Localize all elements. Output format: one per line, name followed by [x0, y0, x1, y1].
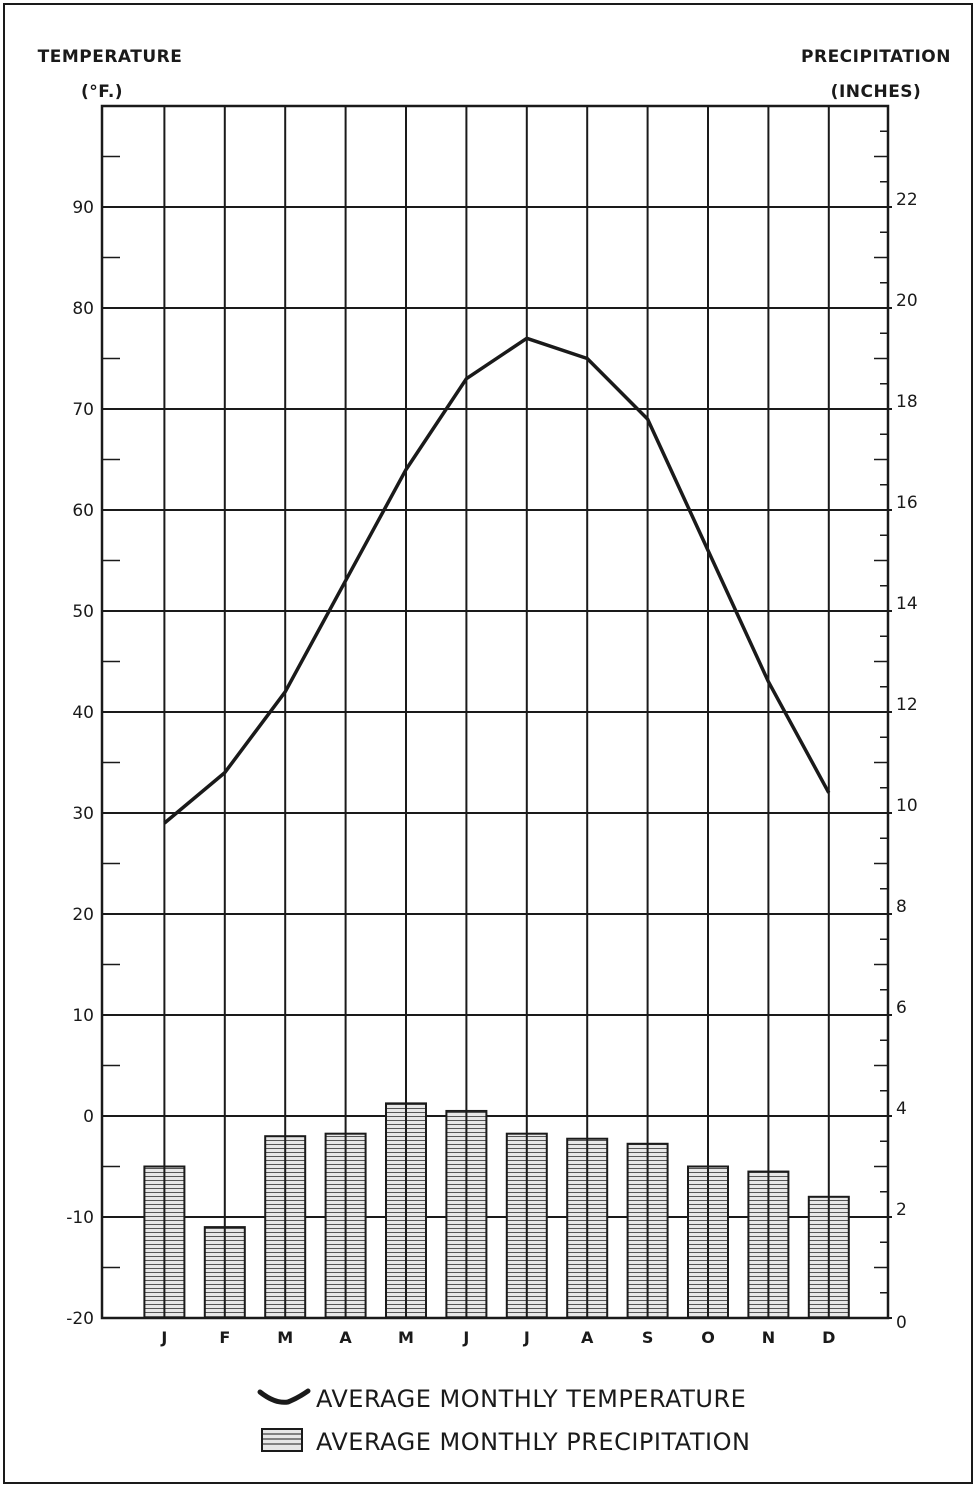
month-label: J	[523, 1328, 530, 1347]
left-tick-label: 30	[72, 804, 94, 824]
right-tick-label: 20	[896, 291, 918, 311]
precipitation-bars	[143, 1102, 850, 1320]
month-label: A	[339, 1328, 352, 1347]
left-tick-label: 90	[72, 198, 94, 218]
left-tick-label: 10	[72, 1006, 94, 1026]
left-axis-unit: (°F.)	[81, 82, 123, 102]
left-tick-label: 50	[72, 602, 94, 622]
left-tick-label: 0	[83, 1107, 94, 1127]
month-label: N	[762, 1328, 775, 1347]
right-tick-label: 18	[896, 392, 918, 412]
axis-labels: -20 -10 0 10 20 30 40 50 60 70 80 90 0 2 4 6 8 10 12 14 16 18…	[66, 190, 917, 1347]
right-tick-label: 12	[896, 695, 918, 715]
left-tick-label: 20	[72, 905, 94, 925]
legend: AVERAGE MONTHLY TEMPERATURE AVERAGE MONT…	[257, 1385, 750, 1456]
month-label: J	[160, 1328, 167, 1347]
month-label: F	[219, 1328, 230, 1347]
left-tick-label: 80	[72, 299, 94, 319]
left-tick-label: -10	[66, 1208, 94, 1228]
axis-ticks	[102, 130, 892, 1319]
right-tick-label: 2	[896, 1200, 907, 1220]
right-tick-label: 8	[896, 897, 907, 917]
right-axis-unit: (INCHES)	[831, 82, 922, 102]
right-tick-label: 6	[896, 998, 907, 1018]
right-axis-title: PRECIPITATION	[801, 47, 951, 67]
right-tick-label: 16	[896, 493, 918, 513]
right-tick-label: 10	[896, 796, 918, 816]
left-tick-label: -20	[66, 1309, 94, 1329]
month-label: D	[822, 1328, 835, 1347]
right-tick-label: 0	[896, 1313, 907, 1333]
legend-precipitation-label: AVERAGE MONTHLY PRECIPITATION	[316, 1428, 750, 1456]
right-tick-label: 4	[896, 1099, 907, 1119]
left-tick-label: 70	[72, 400, 94, 420]
temperature-line-group	[163, 336, 831, 825]
month-label: M	[398, 1328, 414, 1347]
page-border	[3, 3, 973, 1484]
month-label: M	[277, 1328, 293, 1347]
legend-bar-icon	[261, 1428, 303, 1452]
month-label: A	[581, 1328, 594, 1347]
month-label: S	[642, 1328, 654, 1347]
legend-temperature-label: AVERAGE MONTHLY TEMPERATURE	[316, 1385, 746, 1413]
left-axis-title: TEMPERATURE	[38, 47, 183, 67]
grid-lines	[100, 104, 890, 1320]
left-tick-label: 60	[72, 501, 94, 521]
temperature-line	[163, 336, 831, 825]
right-tick-label: 22	[896, 190, 918, 210]
left-tick-label: 40	[72, 703, 94, 723]
month-gridlines	[163, 106, 830, 1318]
month-label: O	[701, 1328, 715, 1347]
right-tick-label: 14	[896, 594, 918, 614]
legend-line-icon	[257, 1388, 311, 1405]
month-label: J	[462, 1328, 469, 1347]
